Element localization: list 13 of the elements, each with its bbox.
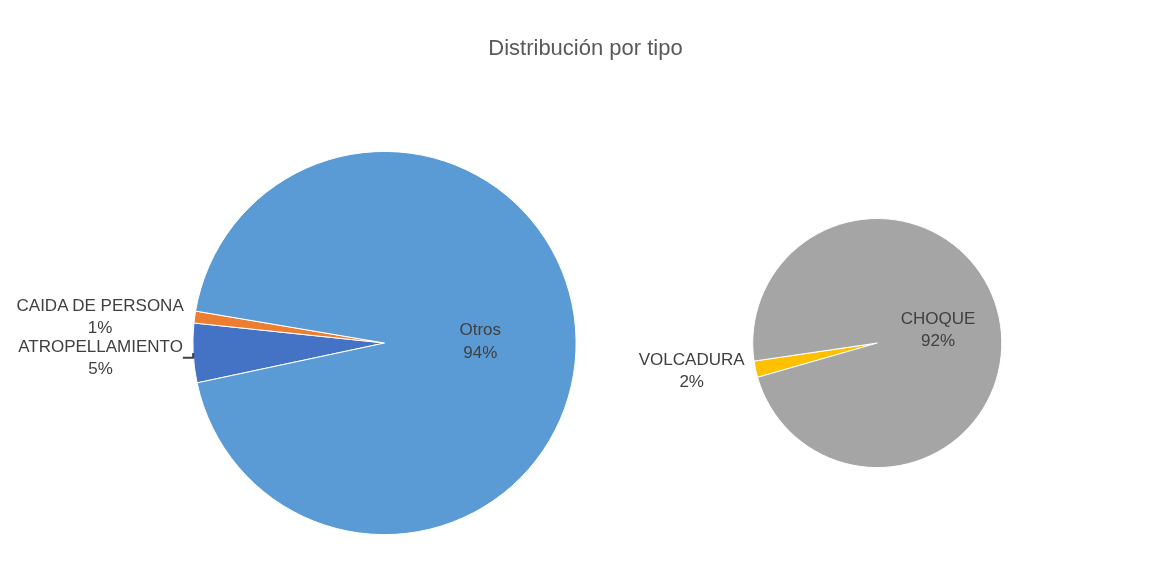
data-label: 92% [921,331,956,351]
pie-slice [195,150,577,535]
data-label: 2% [679,371,704,391]
data-label: 5% [88,359,113,379]
chart-title: Distribución por tipo [488,35,683,61]
slice-label: CAIDA DE PERSONA [16,296,185,316]
data-label: 1% [87,318,113,338]
pie-slice [752,218,1003,469]
slice-label: ATROPELLAMIENTO [18,337,183,357]
data-label: 94% [463,342,498,362]
slice-label: Otros [459,320,502,340]
slice-label: CHOQUE [900,309,976,329]
slice-label: VOLCADURA [638,349,746,369]
